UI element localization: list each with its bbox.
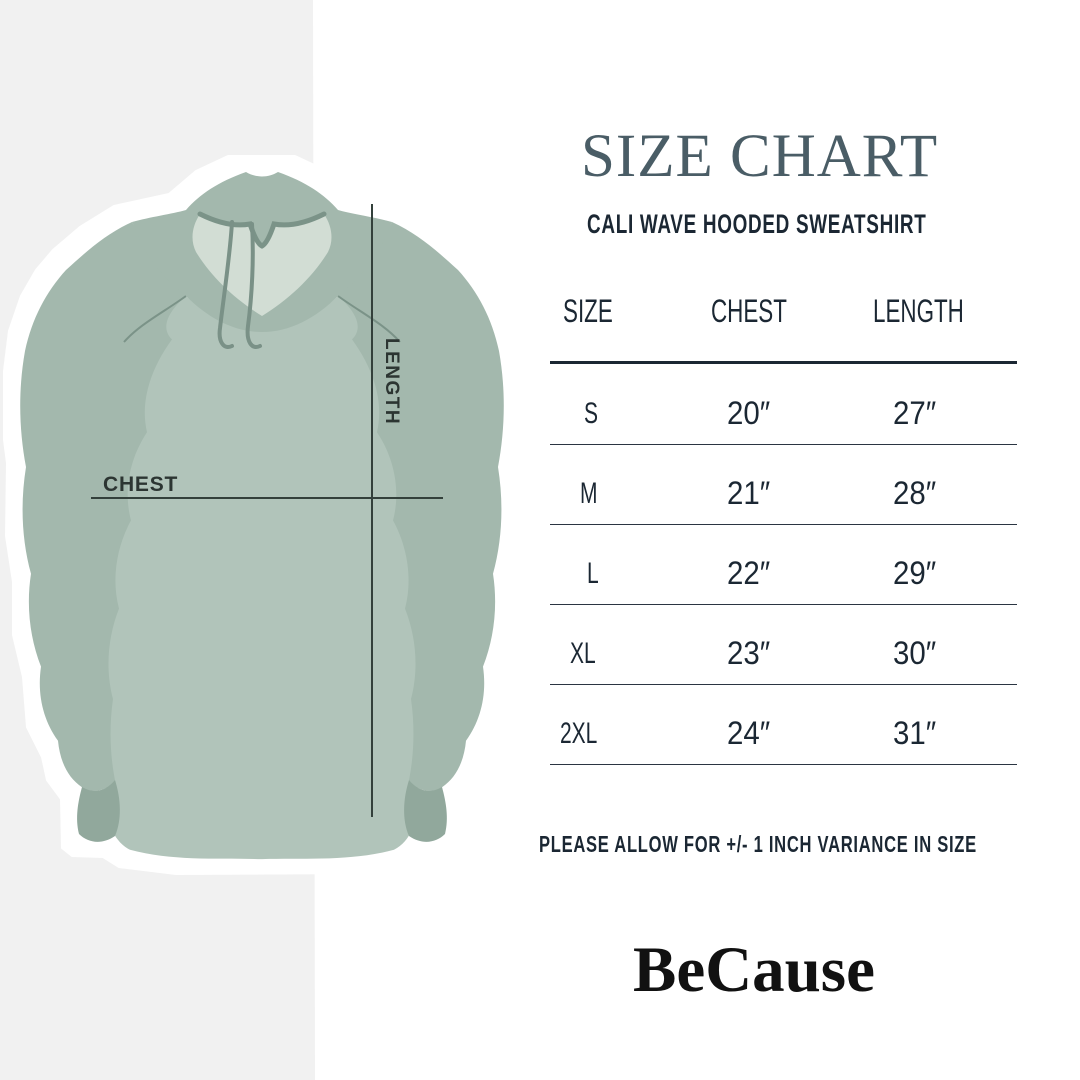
svg-text:CHEST: CHEST: [103, 473, 178, 496]
svg-text:LENGTH: LENGTH: [381, 338, 402, 425]
